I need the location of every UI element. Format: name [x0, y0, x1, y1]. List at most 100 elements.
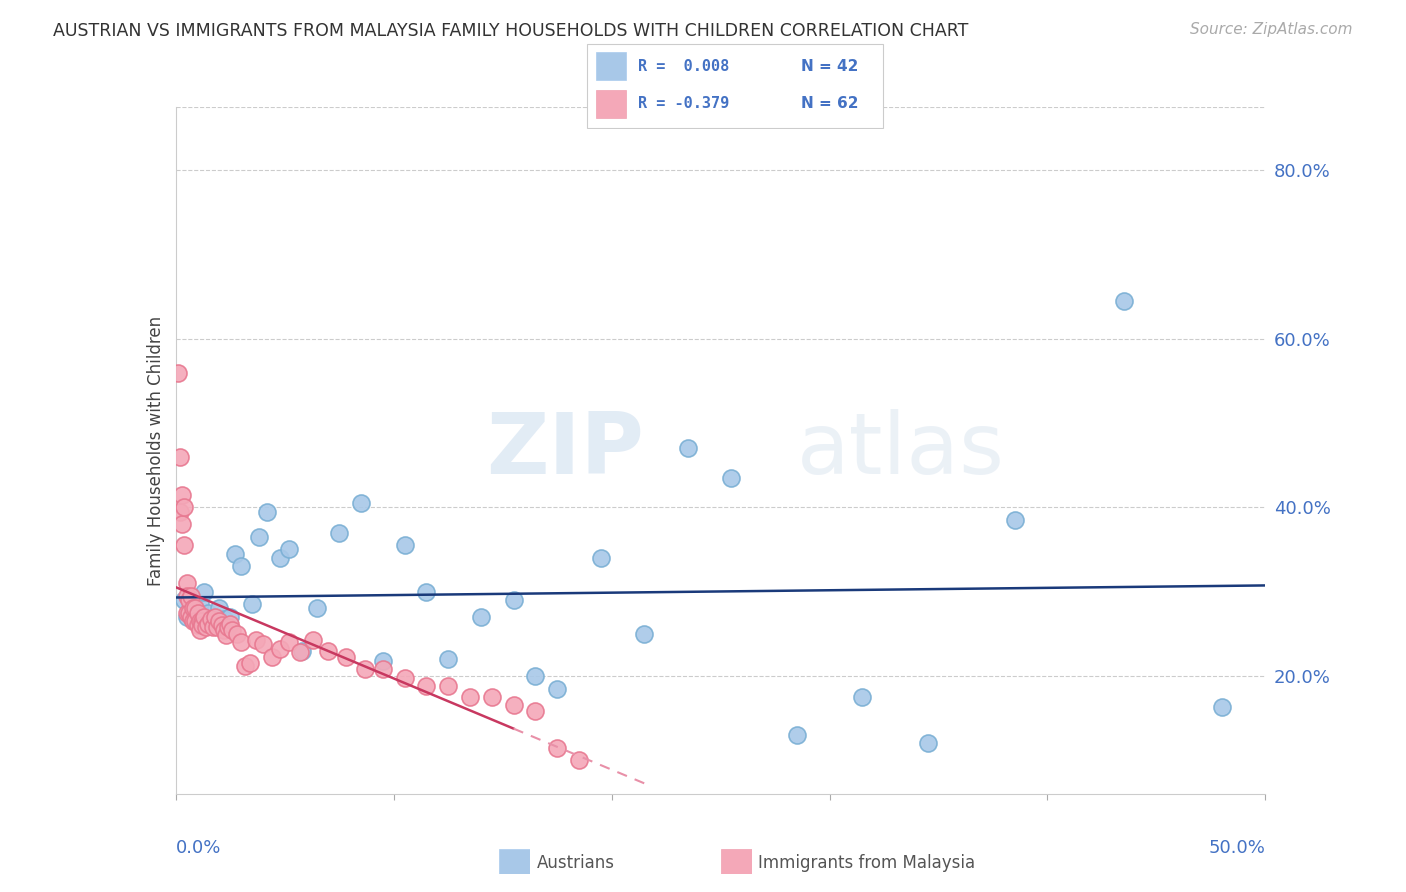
- Point: [181, 610, 204, 624]
- Point: [186, 606, 209, 620]
- Point: [252, 637, 274, 651]
- Point: [167, 366, 190, 380]
- Point: [458, 690, 481, 704]
- Point: [212, 611, 235, 625]
- Point: [173, 500, 195, 515]
- Text: R = -0.379: R = -0.379: [638, 96, 730, 112]
- Point: [394, 671, 416, 685]
- Point: [256, 504, 278, 518]
- Point: [180, 601, 202, 615]
- Text: ZIP: ZIP: [486, 409, 644, 492]
- FancyBboxPatch shape: [596, 90, 626, 118]
- Point: [186, 618, 209, 632]
- Text: atlas: atlas: [797, 409, 1005, 492]
- Point: [302, 633, 325, 648]
- Point: [546, 740, 568, 755]
- Point: [193, 610, 215, 624]
- Point: [720, 471, 742, 485]
- Text: AUSTRIAN VS IMMIGRANTS FROM MALAYSIA FAMILY HOUSEHOLDS WITH CHILDREN CORRELATION: AUSTRIAN VS IMMIGRANTS FROM MALAYSIA FAM…: [53, 22, 969, 40]
- Point: [188, 623, 211, 637]
- Point: [676, 442, 699, 456]
- Point: [260, 650, 283, 665]
- FancyBboxPatch shape: [499, 849, 530, 874]
- Point: [180, 589, 202, 603]
- Point: [176, 589, 198, 603]
- Point: [524, 704, 547, 718]
- Point: [470, 610, 492, 624]
- Point: [278, 542, 301, 557]
- Point: [201, 620, 224, 634]
- Point: [212, 623, 235, 637]
- Point: [235, 658, 257, 673]
- Point: [502, 698, 524, 713]
- Point: [633, 626, 655, 640]
- Point: [169, 450, 191, 464]
- Point: [371, 662, 394, 676]
- FancyBboxPatch shape: [596, 53, 626, 80]
- Point: [589, 550, 612, 565]
- Point: [200, 611, 222, 625]
- Point: [211, 618, 233, 632]
- Point: [184, 601, 207, 615]
- Point: [481, 690, 503, 704]
- Point: [181, 614, 204, 628]
- Text: Source: ZipAtlas.com: Source: ZipAtlas.com: [1189, 22, 1353, 37]
- Point: [328, 525, 350, 540]
- Point: [204, 610, 226, 624]
- Point: [291, 643, 314, 657]
- Point: [568, 753, 591, 767]
- Point: [188, 614, 211, 628]
- Point: [1112, 293, 1135, 308]
- Point: [224, 547, 246, 561]
- Text: Immigrants from Malaysia: Immigrants from Malaysia: [758, 855, 974, 872]
- Point: [184, 614, 207, 628]
- Point: [917, 736, 939, 750]
- Point: [172, 488, 194, 502]
- Point: [1004, 513, 1026, 527]
- Point: [197, 606, 219, 620]
- Point: [394, 538, 416, 552]
- Point: [247, 530, 270, 544]
- Point: [172, 517, 194, 532]
- Point: [350, 496, 373, 510]
- Point: [186, 606, 209, 620]
- Point: [208, 614, 231, 628]
- Text: 50.0%: 50.0%: [1209, 838, 1265, 856]
- Point: [188, 597, 211, 611]
- Point: [524, 669, 547, 683]
- Point: [288, 645, 311, 659]
- Point: [502, 593, 524, 607]
- Point: [415, 584, 437, 599]
- Point: [193, 584, 215, 599]
- Point: [181, 601, 204, 615]
- Text: N = 62: N = 62: [801, 96, 859, 112]
- Point: [180, 610, 202, 624]
- FancyBboxPatch shape: [721, 849, 752, 874]
- Y-axis label: Family Households with Children: Family Households with Children: [146, 316, 165, 585]
- Point: [169, 504, 191, 518]
- Point: [217, 620, 239, 634]
- Text: R =  0.008: R = 0.008: [638, 59, 730, 74]
- Point: [177, 606, 200, 620]
- Point: [195, 620, 218, 634]
- Point: [269, 641, 291, 656]
- Point: [437, 679, 460, 693]
- Point: [851, 690, 873, 704]
- Point: [307, 601, 329, 615]
- Text: 0.0%: 0.0%: [176, 838, 221, 856]
- Point: [197, 616, 219, 631]
- Point: [176, 610, 198, 624]
- Point: [208, 601, 231, 615]
- Point: [173, 593, 195, 607]
- Point: [221, 623, 243, 637]
- Point: [245, 633, 267, 648]
- Point: [231, 635, 253, 649]
- Point: [176, 606, 198, 620]
- Point: [219, 610, 242, 624]
- Point: [215, 628, 238, 642]
- Point: [786, 728, 808, 742]
- Point: [335, 650, 357, 665]
- Text: Austrians: Austrians: [537, 855, 614, 872]
- Point: [354, 662, 377, 676]
- Point: [239, 657, 262, 671]
